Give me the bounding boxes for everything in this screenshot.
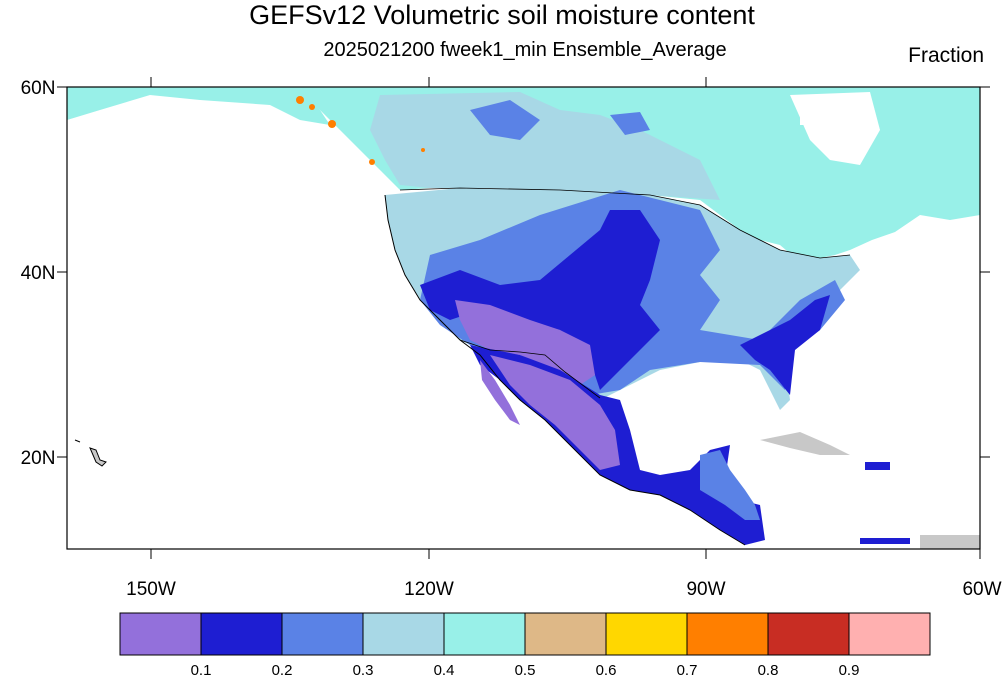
colorbar-label: 0.2 (272, 662, 293, 679)
colorbar-swatch (686, 612, 769, 656)
lon-label-150w: 150W (126, 579, 176, 600)
lon-label-90w: 90W (686, 579, 725, 600)
region-hawaii (74, 439, 107, 467)
units-label: Fraction (908, 44, 984, 67)
region-alaska (67, 87, 330, 125)
region-central-america-blue (700, 450, 760, 520)
region-baja (480, 360, 520, 425)
axis-ticks (57, 77, 990, 559)
region-southeast-darkblue (740, 295, 830, 395)
colorbar-swatch (200, 612, 283, 656)
hotspot-1 (296, 96, 304, 104)
lon-label-60w: 60W (962, 579, 1001, 600)
hudson-bay-water (790, 92, 880, 165)
region-canada-blue-patch-2 (610, 112, 650, 135)
colorbar-label: 0.8 (758, 662, 779, 679)
colorbar-swatch (524, 612, 607, 656)
hotspot-2 (309, 104, 315, 110)
region-sa-grey (920, 535, 980, 549)
colorbar: 0.1 0.2 0.3 0.4 0.5 0.6 0.7 0.8 0.9 (119, 612, 931, 679)
lat-label-60n: 60N (21, 78, 56, 99)
lat-label-20n: 20N (21, 448, 56, 469)
coastline (384, 194, 746, 546)
us-mexico-border (459, 339, 601, 399)
colorbar-swatch (848, 612, 931, 656)
colorbar-label: 0.7 (677, 662, 698, 679)
region-usa-darkblue (420, 210, 660, 390)
lat-label-40n: 40N (21, 263, 56, 284)
lon-label-120w: 120W (404, 579, 454, 600)
colorbar-label: 0.6 (596, 662, 617, 679)
region-mexico-purple (490, 355, 620, 470)
map-frame (66, 86, 981, 550)
region-southwest-purple (455, 300, 595, 385)
colorbar-swatch (119, 612, 202, 656)
hotspot-3 (328, 120, 336, 128)
us-canada-border (399, 187, 851, 259)
colorbar-label: 0.4 (434, 662, 455, 679)
region-sa-coast (860, 538, 910, 544)
colorbar-label: 0.1 (191, 662, 212, 679)
colorbar-label: 0.3 (353, 662, 374, 679)
map-title: GEFSv12 Volumetric soil moisture content (249, 0, 755, 30)
colorbar-label: 0.5 (515, 662, 536, 679)
colorbar-swatch (362, 612, 445, 656)
hotspot-4 (369, 159, 375, 165)
region-canada-lightblue (370, 92, 720, 200)
colorbar-swatch (443, 612, 526, 656)
region-cuba (760, 432, 850, 455)
region-canada-blue-patch (470, 100, 540, 140)
hotspot-5 (421, 148, 425, 152)
colorbar-swatch (605, 612, 688, 656)
region-hispaniola (865, 462, 890, 470)
colorbar-label: 0.9 (839, 662, 860, 679)
map-subtitle: 2025021200 fweek1_min Ensemble_Average (323, 39, 727, 61)
colorbar-swatch (281, 612, 364, 656)
soil-moisture-field (67, 87, 980, 549)
colorbar-swatch (767, 612, 850, 656)
